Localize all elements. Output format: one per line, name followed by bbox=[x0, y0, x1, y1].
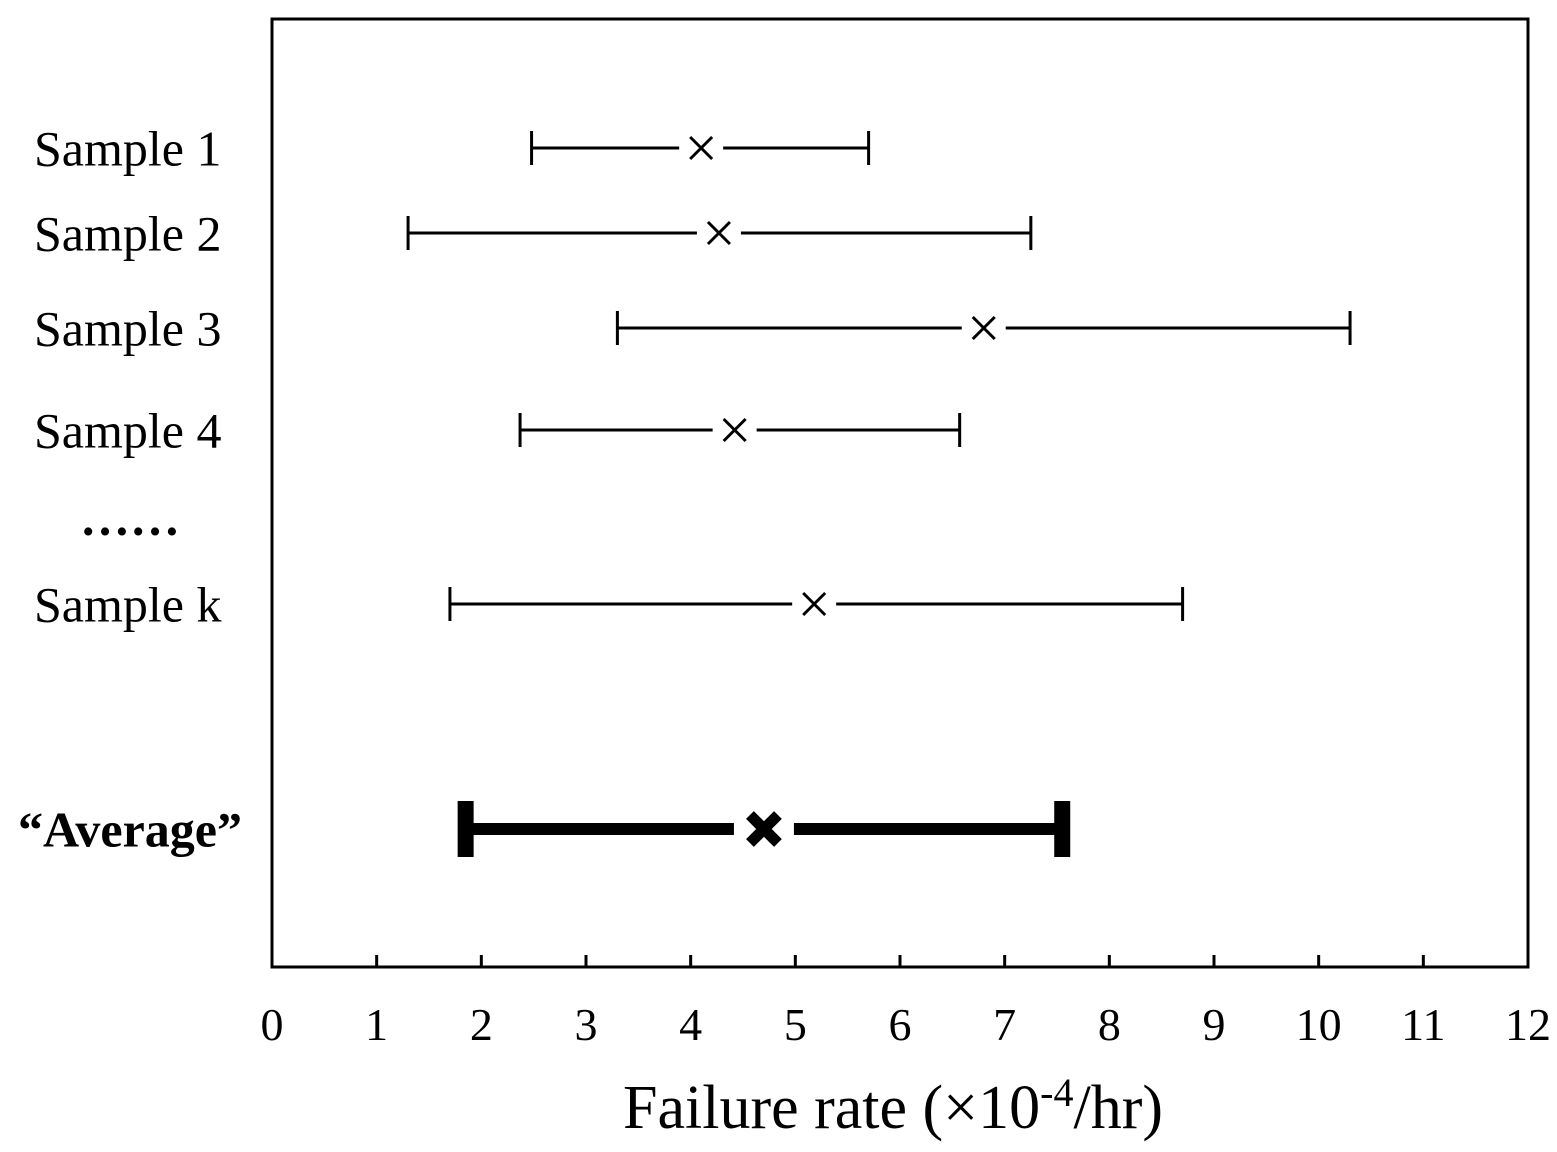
x-tick-label: 7 bbox=[993, 999, 1016, 1050]
row-label: Sample 4 bbox=[34, 402, 221, 458]
row-label: Sample 1 bbox=[34, 120, 221, 176]
point-estimate-marker bbox=[689, 135, 714, 161]
row-label: Sample 2 bbox=[34, 205, 221, 261]
point-estimate-marker bbox=[802, 591, 827, 617]
x-tick-label: 4 bbox=[679, 999, 702, 1050]
x-tick-label: 3 bbox=[575, 999, 598, 1050]
x-tick-label: 9 bbox=[1203, 999, 1226, 1050]
x-tick-label: 8 bbox=[1098, 999, 1121, 1050]
row-label: Sample 3 bbox=[34, 300, 221, 356]
x-tick-label: 12 bbox=[1505, 999, 1551, 1050]
row-label: Sample k bbox=[34, 576, 221, 632]
interval-rows: Sample 1 Sample 2 Sample 3 Sample 4 …… Sample… bbox=[18, 120, 1352, 857]
x-tick-label: 10 bbox=[1296, 999, 1342, 1050]
row-label: “Average” bbox=[18, 801, 242, 857]
point-estimate-marker bbox=[722, 417, 747, 443]
point-estimate-marker bbox=[706, 220, 731, 246]
x-axis-label: Failure rate (×10-4/hr) bbox=[623, 1070, 1163, 1142]
point-estimate-marker bbox=[746, 811, 782, 847]
interval-row: …… bbox=[80, 490, 180, 546]
x-axis-tick-labels: 0 1 2 3 4 5 6 7 8 9 10 11 12 bbox=[261, 999, 1552, 1050]
x-tick-label: 11 bbox=[1401, 999, 1445, 1050]
x-tick-label: 0 bbox=[261, 999, 284, 1050]
interval-row: Sample 2 bbox=[34, 205, 1033, 261]
x-tick-label: 2 bbox=[470, 999, 493, 1050]
interval-row: Sample k bbox=[34, 576, 1185, 632]
x-tick-label: 1 bbox=[365, 999, 388, 1050]
interval-row: Sample 4 bbox=[34, 402, 962, 458]
interval-row: Sample 3 bbox=[34, 300, 1352, 356]
x-tick-label: 5 bbox=[784, 999, 807, 1050]
x-axis-ticks bbox=[375, 955, 1425, 967]
interval-row: “Average” bbox=[18, 801, 1071, 857]
x-tick-label: 6 bbox=[889, 999, 912, 1050]
point-estimate-marker bbox=[971, 315, 996, 341]
row-ellipsis: …… bbox=[80, 490, 180, 546]
interval-row: Sample 1 bbox=[34, 120, 871, 176]
